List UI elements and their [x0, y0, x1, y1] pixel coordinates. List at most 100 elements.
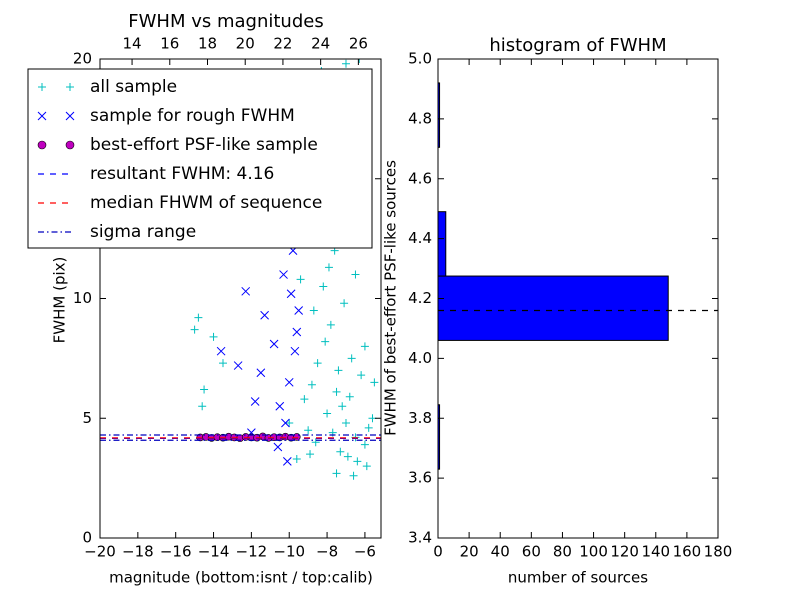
point: [324, 263, 333, 272]
x-tick-label: 20: [460, 543, 479, 561]
legend-label: best-effort PSF-like sample: [90, 135, 318, 155]
legend-box: [27, 68, 373, 249]
point: [326, 320, 335, 329]
x-tick-label: 160: [673, 543, 702, 561]
x-tick-label: −16: [160, 543, 192, 561]
point: [360, 342, 369, 351]
plot-area: [438, 82, 718, 470]
point: [273, 442, 283, 452]
x-axis-label: magnitude (bottom:isnt / top:calib): [109, 569, 373, 587]
point: [338, 402, 347, 411]
point: [306, 450, 315, 459]
point: [294, 306, 304, 315]
top-tick-label: 26: [349, 35, 368, 53]
legend-label: all sample: [90, 77, 177, 97]
x-tick-label: 40: [491, 543, 510, 561]
point: [355, 59, 364, 63]
point: [296, 275, 305, 284]
point: [292, 327, 302, 337]
point: [279, 270, 288, 279]
point: [281, 418, 290, 428]
y-tick-label: 0: [82, 529, 92, 547]
point: [311, 438, 320, 447]
x-tick-label: −12: [236, 543, 268, 561]
point: [319, 282, 328, 291]
y-tick-label: 3.8: [408, 409, 432, 427]
y-tick-label: 5.0: [408, 50, 432, 68]
legend-label: resultant FWHM: 4.16: [90, 164, 274, 184]
y-tick-label: 4.2: [408, 289, 432, 307]
point: [190, 325, 199, 334]
top-tick-label: 16: [160, 35, 179, 53]
point: [323, 409, 332, 418]
x-tick-label: −6: [354, 543, 376, 561]
x-tick-label: −14: [198, 543, 230, 561]
point: [349, 471, 358, 480]
x-tick-label: 180: [704, 543, 733, 561]
point: [285, 419, 294, 428]
y-tick-label: 3.4: [408, 529, 432, 547]
x-tick-label: 0: [433, 543, 443, 561]
point: [370, 378, 379, 387]
y-tick-label: 4.0: [408, 349, 432, 367]
point: [332, 469, 341, 478]
point: [345, 392, 354, 401]
x-tick-label: 80: [553, 543, 572, 561]
point: [292, 454, 301, 463]
y-tick-label: 3.6: [408, 469, 432, 487]
point: [343, 452, 352, 461]
point: [290, 346, 300, 356]
point: [304, 426, 313, 435]
point: [286, 289, 296, 299]
bar: [438, 404, 441, 470]
point: [336, 447, 345, 456]
point: [241, 286, 251, 296]
top-tick-label: 18: [198, 35, 217, 53]
legend-marker: [37, 140, 47, 150]
point: [269, 339, 279, 349]
bar: [438, 211, 447, 277]
y-axis-label: FWHM of best-effort PSF-like sources: [382, 160, 400, 436]
point: [307, 380, 316, 389]
bar: [438, 82, 441, 148]
point: [351, 270, 360, 279]
point: [321, 337, 330, 346]
point: [256, 368, 266, 378]
x-tick-label: −18: [122, 543, 154, 561]
legend: all sample sample for rough FWHM best-effo…: [27, 68, 373, 249]
x-tick-label: 140: [641, 543, 670, 561]
point: [341, 59, 350, 68]
x-tick-label: 60: [522, 543, 541, 561]
point: [357, 371, 366, 380]
point: [216, 346, 226, 356]
y-tick-label: 5: [82, 409, 92, 427]
point: [334, 366, 343, 375]
point: [275, 401, 285, 411]
point: [284, 377, 294, 387]
point: [340, 299, 349, 308]
legend-label: sigma range: [90, 222, 196, 242]
point: [260, 310, 269, 320]
point: [282, 457, 292, 466]
point: [218, 359, 227, 368]
y-tick-label: 10: [73, 289, 92, 307]
point: [313, 359, 322, 368]
legend-label: median FHWM of sequence: [90, 193, 322, 213]
point: [233, 361, 243, 370]
point: [198, 402, 207, 411]
top-tick-label: 14: [123, 35, 142, 53]
bar: [438, 275, 669, 341]
legend-marker: [65, 140, 75, 150]
point: [200, 385, 209, 394]
y-tick-label: 4.4: [408, 229, 432, 247]
y-axis-label: FWHM (pix): [51, 257, 69, 344]
chart-title: histogram of FWHM: [489, 35, 666, 56]
x-axis-label: number of sources: [508, 569, 648, 587]
chart-title: FWHM vs magnitudes: [128, 11, 323, 32]
legend-label: sample for rough FWHM: [90, 106, 295, 126]
y-tick-label: 4.6: [408, 169, 432, 187]
point: [250, 397, 260, 406]
legend-marker: [66, 83, 74, 91]
point: [353, 457, 362, 466]
